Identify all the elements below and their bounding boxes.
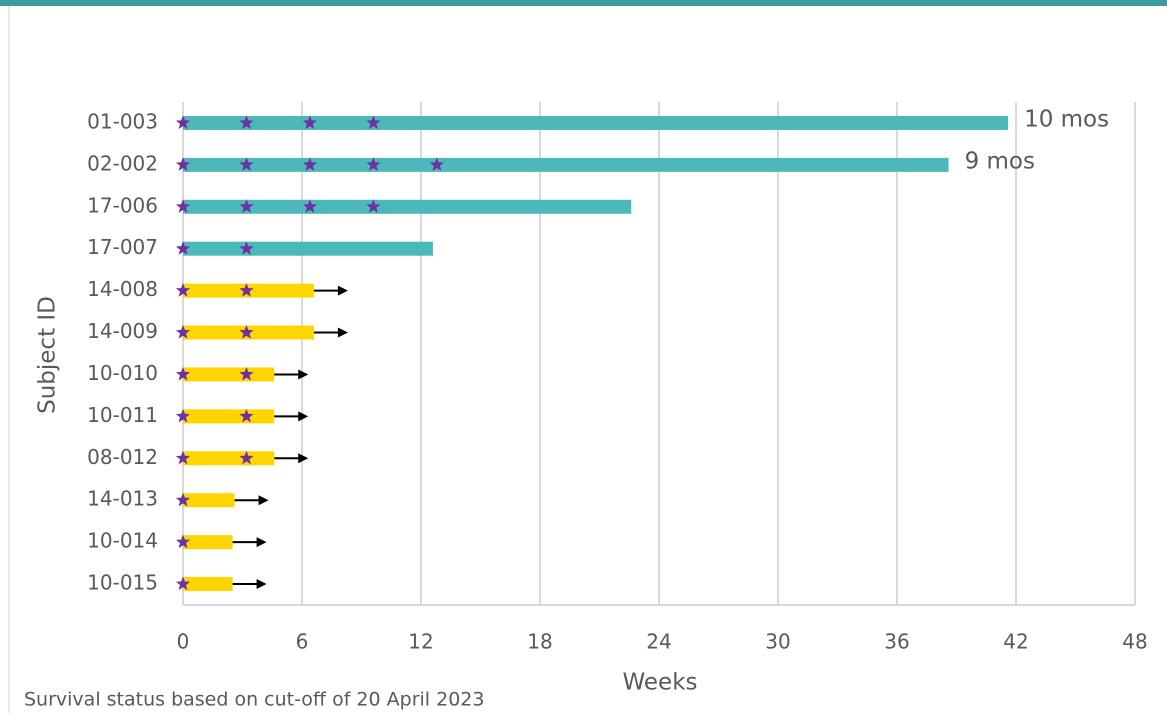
star-marker [239,199,254,213]
bar-label: 10 mos [1024,106,1109,132]
y-tick-label: 10-010 [87,361,158,385]
bar [183,367,275,382]
top-border [0,0,1167,6]
y-tick-label: 14-013 [87,487,158,511]
star-marker [175,241,191,255]
star-marker [366,199,381,213]
star-marker [175,199,191,213]
x-tick-label: 18 [527,630,552,654]
x-tick-label: 42 [1003,630,1028,654]
star-marker [239,283,254,297]
footnote: Survival status based on cut-off of 20 A… [24,689,484,711]
bar [183,241,433,256]
star-marker [239,241,254,255]
star-marker [175,325,191,339]
x-tick-label: 36 [884,630,909,654]
bar [183,451,275,466]
bar [183,535,233,550]
y-tick-label: 08-012 [87,445,158,469]
star-marker [239,325,254,339]
x-axis-label: Weeks [623,670,698,696]
star-marker [302,157,318,171]
bar-label: 9 mos [965,148,1035,174]
x-tick-label: 12 [408,630,433,654]
bar [183,199,632,214]
y-tick-label: 01-003 [87,109,158,133]
x-tick-label: 48 [1122,630,1147,654]
star-marker [366,115,381,129]
ongoing-arrowhead [256,579,267,590]
star-marker [366,157,381,171]
y-tick-label: 10-011 [87,403,158,427]
star-marker [302,115,318,129]
star-marker [302,199,318,213]
y-tick-label: 10-015 [87,571,158,595]
ongoing-arrowhead [337,285,348,296]
bar [183,157,949,172]
x-tick-label: 6 [296,630,309,654]
ongoing-arrowhead [298,369,309,380]
star-marker [239,367,254,381]
y-axis-label: Subject ID [35,296,61,414]
bar [183,577,233,592]
star-marker [239,115,254,129]
y-tick-label: 10-014 [87,529,158,553]
ongoing-arrowhead [298,453,309,464]
y-tick-label: 14-008 [87,277,158,301]
star-marker [175,283,191,297]
x-tick-label: 0 [177,630,190,654]
star-marker [175,492,191,507]
ongoing-arrowhead [298,411,309,422]
star-marker [175,450,191,465]
ongoing-arrowhead [337,327,348,338]
star-marker [175,408,191,423]
bar [183,409,275,424]
bar [183,493,235,508]
star-marker [239,450,254,465]
x-tick-label: 30 [765,630,790,654]
star-marker [429,157,444,171]
y-tick-label: 17-007 [87,235,158,259]
ongoing-arrowhead [256,537,267,548]
y-tick-label: 17-006 [87,193,158,217]
star-marker [175,576,191,591]
y-tick-label: 14-009 [87,319,158,343]
star-marker [239,408,254,423]
x-tick-label: 24 [646,630,671,654]
star-marker [175,534,191,549]
star-marker [239,157,254,171]
star-marker [175,157,191,171]
bar [183,115,1009,130]
y-tick-label: 02-002 [87,151,158,175]
star-marker [175,367,191,381]
ongoing-arrowhead [258,495,269,506]
star-marker [175,115,191,129]
